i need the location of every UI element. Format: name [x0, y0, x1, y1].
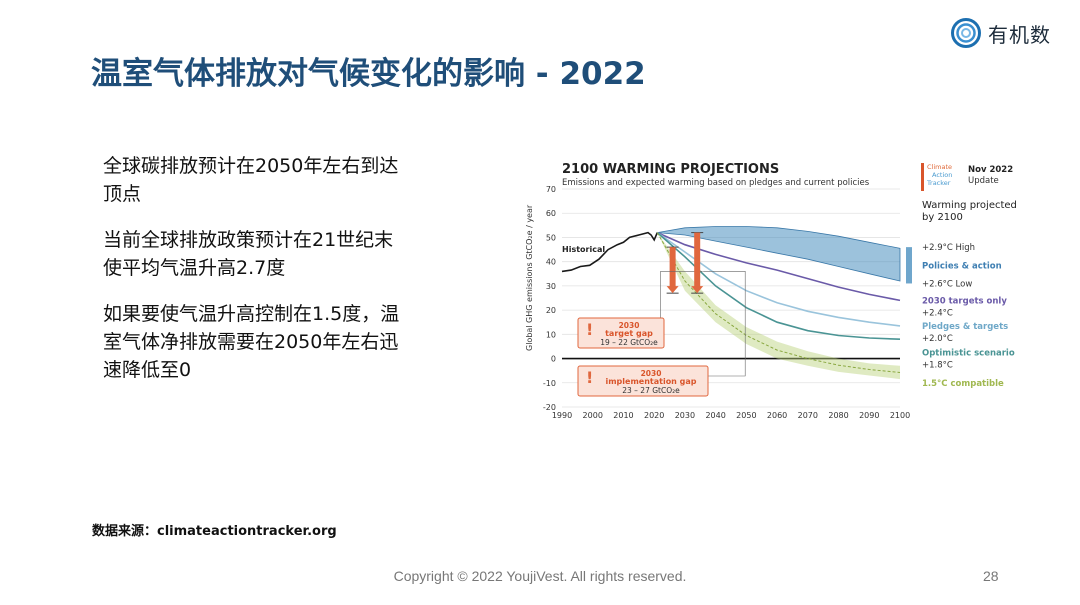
right-header-line2: by 2100 [922, 212, 963, 223]
y-tick-label: 0 [551, 355, 556, 364]
x-tick-label: 2100 [890, 411, 910, 420]
y-tick-label: 30 [546, 282, 556, 291]
gap-arrow-shaft [669, 247, 676, 288]
right-label-2-0-c: +2.0°C [922, 334, 953, 344]
cat-update: Update [968, 176, 999, 186]
bullet-item: 当前全球排放政策预计在21世纪末使平均气温升高2.7度 [103, 229, 394, 279]
policies-range-bar [906, 247, 912, 284]
chart-title: 2100 WARMING PROJECTIONS [562, 162, 779, 177]
y-tick-label: -20 [543, 403, 556, 412]
gap-box [577, 365, 709, 397]
y-tick-label: 50 [546, 233, 556, 242]
copyright-footer: Copyright © 2022 YoujiVest. All rights r… [393, 568, 687, 584]
bullet-list: 全球碳排放预计在2050年左右到达顶点 当前全球排放政策预计在21世纪末使平均气… [103, 152, 403, 402]
right-label-optimistic-scenario: Optimistic scenario [922, 349, 1015, 359]
right-label-pledges-targets: Pledges & targets [922, 322, 1008, 332]
y-axis-label: Global GHG emissions GtCO₂e / year [525, 204, 534, 351]
x-tick-label: 2070 [798, 411, 818, 420]
y-tick-label: 70 [546, 185, 556, 194]
right-label-1-5-c-compatible: 1.5°C compatible [922, 379, 1004, 389]
right-label-2-4-c: +2.4°C [922, 309, 953, 319]
bullet-item: 全球碳排放预计在2050年左右到达顶点 [103, 155, 399, 205]
cat-date: Nov 2022 [968, 165, 1013, 175]
page-number: 28 [983, 568, 999, 584]
x-tick-label: 2020 [644, 411, 664, 420]
y-tick-label: 10 [546, 330, 556, 339]
logo-text: 有机数 [988, 22, 1051, 47]
right-header-line1: Warming projected [922, 200, 1017, 211]
right-label-1-8-c: +1.8°C [922, 361, 953, 371]
gap-range: 19 – 22 GtCO₂e [600, 338, 658, 347]
1-5-c-compatible-band [657, 232, 900, 380]
y-tick-label: 40 [546, 258, 556, 267]
gap-arrow-shaft [694, 232, 701, 288]
historical-line [561, 231, 659, 273]
x-tick-label: 2040 [705, 411, 725, 420]
gap-alert-icon: ! [586, 368, 593, 387]
cat-org-line2: Action [932, 171, 952, 179]
policies-action-band [657, 226, 901, 282]
gap-range: 23 – 27 GtCO₂e [622, 386, 680, 395]
gap-box [577, 317, 665, 349]
brand-logo: 有机数 [950, 17, 1051, 49]
gap-alert-icon: ! [586, 320, 593, 339]
y-tick-label: 60 [546, 209, 556, 218]
page-title: 温室气体排放对气候变化的影响 - 2022 [91, 56, 646, 92]
historical-label: Historical [562, 245, 605, 254]
x-tick-label: 2090 [859, 411, 879, 420]
right-label-policies-action: Policies & action [922, 261, 1002, 271]
x-tick-label: 2010 [613, 411, 633, 420]
x-tick-label: 2080 [828, 411, 848, 420]
x-tick-label: 2030 [675, 411, 695, 420]
chart-subtitle: Emissions and expected warming based on … [562, 178, 870, 188]
gap-arrow-head [666, 286, 679, 294]
y-tick-label: -10 [543, 379, 556, 388]
warming-projections-chart: 2100 WARMING PROJECTIONS Emissions and e… [525, 162, 1017, 420]
data-source-note: 数据来源：climateactiontracker.org [92, 524, 337, 539]
1-5-c-compatible-center-line [656, 232, 901, 373]
right-label-2-9-c-high: +2.9°C High [922, 243, 975, 253]
right-label-2-6-c-low: +2.6°C Low [922, 279, 972, 289]
x-tick-label: 1990 [552, 411, 572, 420]
gap-name: implementation gap [605, 377, 696, 386]
cat-badge: Climate Action Tracker Nov 2022 Update [921, 163, 1013, 191]
bullet-item: 如果要使气温升高控制在1.5度，温室气体净排放需要在2050年左右迅速降低至0 [103, 303, 400, 381]
gap-year: 2030 [641, 369, 662, 378]
cat-org-line3: Tracker [926, 179, 951, 187]
rings-logo-icon [951, 18, 981, 48]
x-tick-label: 2000 [583, 411, 603, 420]
gap-name: target gap [605, 329, 653, 338]
x-tick-label: 2050 [736, 411, 756, 420]
gap-arrow-head [691, 286, 704, 294]
y-tick-label: 20 [546, 306, 556, 315]
gap-year: 2030 [619, 321, 640, 330]
x-tick-label: 2060 [767, 411, 787, 420]
right-label-2030-targets-only: 2030 targets only [922, 296, 1007, 306]
cat-org-line1: Climate [927, 163, 952, 171]
gap-connector [703, 271, 746, 377]
cat-badge-bar [921, 163, 924, 191]
